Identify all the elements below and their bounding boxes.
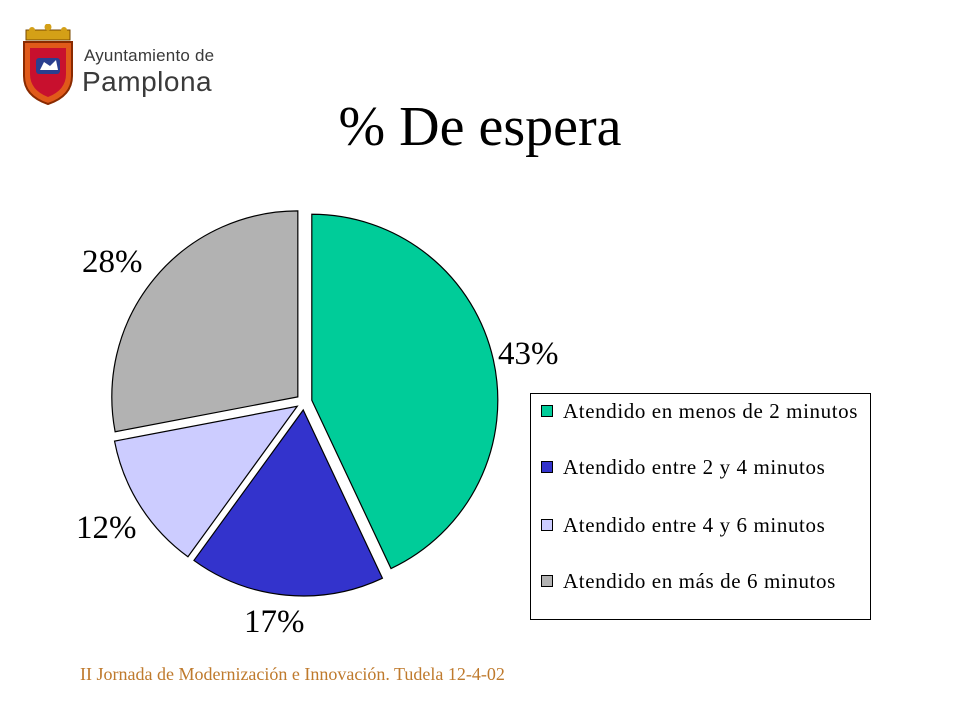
legend-label: Atendido entre 4 y 6 minutos <box>563 513 826 537</box>
logo-text-line2: Pamplona <box>82 66 213 97</box>
footer-text: II Jornada de Modernización e Innovación… <box>80 664 505 684</box>
pie-label-28: 28% <box>82 244 143 280</box>
pie-slice-2-to-4 <box>193 408 384 597</box>
legend-swatch <box>541 519 553 531</box>
legend-swatch <box>541 405 553 417</box>
logo: Ayuntamiento de Pamplona <box>20 24 220 106</box>
legend-label: Atendido en menos de 2 minutos <box>563 399 859 423</box>
legend-label: Atendido en más de 6 minutos <box>563 569 836 593</box>
pie-slice-under-2 <box>311 213 499 570</box>
legend-swatch <box>541 575 553 587</box>
legend-swatch <box>541 461 553 473</box>
pie-slice-over-6 <box>111 210 299 433</box>
logo-text-line1: Ayuntamiento de <box>84 46 215 65</box>
legend-label: Atendido entre 2 y 4 minutos <box>563 455 826 479</box>
slide-title: % De espera <box>338 96 622 158</box>
pie-label-17: 17% <box>244 604 305 640</box>
pie-label-43: 43% <box>498 336 559 372</box>
pie-slice-4-to-6 <box>113 405 299 558</box>
chart-legend: Atendido en menos de 2 minutos Atendido … <box>530 393 871 620</box>
pie-label-12: 12% <box>76 510 137 546</box>
coat-of-arms-icon <box>23 24 73 106</box>
